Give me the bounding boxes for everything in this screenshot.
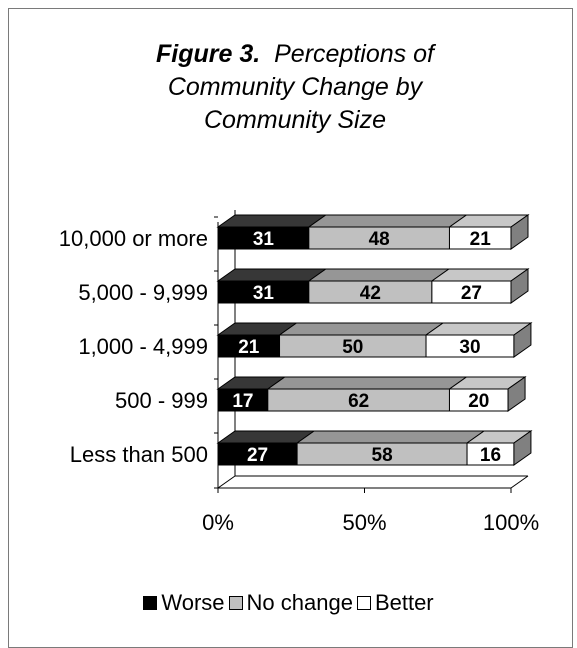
data-label: 50 (342, 337, 363, 358)
data-label: 58 (372, 445, 393, 466)
chart-title-text: Perceptions of Community Change by Commu… (167, 40, 434, 134)
category-label: 10,000 or more (59, 226, 208, 251)
legend-item: Better (356, 590, 434, 616)
data-label: 17 (232, 391, 253, 412)
data-label: 16 (480, 445, 501, 466)
bar-side-face (507, 376, 526, 412)
chart-title: Figure 3. Perceptions of Community Chang… (130, 38, 460, 137)
legend-label: Better (374, 590, 434, 615)
data-label: 42 (360, 283, 381, 304)
legend-label: Worse (161, 590, 225, 615)
x-tick-label: 50% (342, 510, 386, 535)
data-label: 27 (461, 283, 482, 304)
bar-top-no-change (295, 430, 486, 444)
legend-swatch (228, 596, 243, 610)
bar-side-face (513, 322, 532, 358)
legend-swatch (143, 596, 158, 610)
data-label: 27 (247, 445, 268, 466)
category-label: 500 - 999 (115, 388, 208, 413)
bar-top-no-change (266, 376, 469, 390)
data-label: 21 (470, 229, 492, 250)
x-tick-label: 100% (483, 510, 539, 535)
axis-depth-line (217, 475, 236, 489)
category-label: 5,000 - 9,999 (78, 280, 208, 305)
legend-label: No change (246, 590, 353, 615)
axis-depth-line-right (510, 475, 529, 489)
bar-side-face (510, 214, 529, 250)
bar-top-no-change (307, 214, 469, 228)
legend-item: No change (228, 590, 353, 616)
bar-top-better (424, 322, 533, 336)
bar-top-worse (216, 268, 328, 282)
category-label: 1,000 - 4,999 (78, 334, 208, 359)
bar-top-no-change (307, 268, 451, 282)
data-label: 48 (369, 229, 390, 250)
figure-number: Figure 3. (156, 40, 261, 68)
bar-top-no-change (277, 322, 445, 336)
data-label: 20 (468, 391, 489, 412)
data-label: 62 (348, 391, 369, 412)
data-label: 31 (253, 283, 275, 304)
x-tick-label: 0% (202, 510, 234, 535)
data-label: 30 (459, 337, 480, 358)
bar-side-face (510, 268, 529, 304)
bar-top-worse (216, 214, 328, 228)
category-label: Less than 500 (70, 442, 208, 467)
legend-item: Worse (143, 590, 225, 616)
legend: Worse No change Better (0, 590, 577, 616)
stacked-bar-chart: 10,000 or more 31 48 21 5,000 - 9,999 31 42 27 1… (59, 210, 539, 535)
legend-swatch (356, 596, 371, 610)
data-label: 21 (238, 337, 260, 358)
bar-side-face (513, 430, 532, 466)
data-label: 31 (253, 229, 275, 250)
